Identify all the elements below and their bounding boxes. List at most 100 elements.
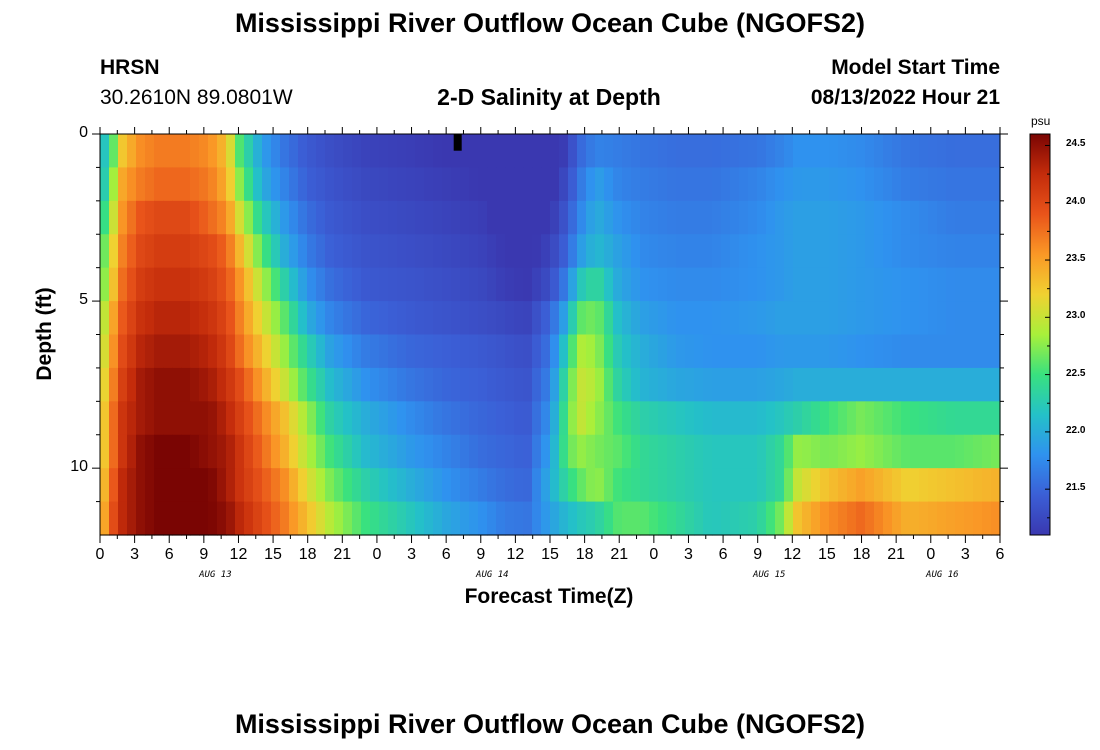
heatmap-cell <box>766 367 776 402</box>
heatmap-cell <box>838 301 848 336</box>
heatmap-cell <box>919 267 929 302</box>
heatmap-cell <box>658 401 668 436</box>
heatmap-cell <box>892 468 902 503</box>
heatmap-cell <box>820 334 830 369</box>
heatmap-cell <box>577 134 587 169</box>
heatmap-cell <box>658 167 668 202</box>
heatmap-cell <box>469 401 479 436</box>
heatmap-cell <box>181 434 191 469</box>
heatmap-cell <box>505 468 515 503</box>
heatmap-cell <box>541 301 551 336</box>
heatmap-cell <box>775 301 785 336</box>
heatmap-cell <box>730 234 740 269</box>
heatmap-cell <box>190 167 200 202</box>
heatmap-cell <box>982 367 992 402</box>
heatmap-cell <box>667 301 677 336</box>
heatmap-cell <box>172 367 182 402</box>
heatmap-cell <box>280 367 290 402</box>
heatmap-cell <box>163 501 173 536</box>
x-tick-label: 9 <box>476 546 486 563</box>
model-start-label: Model Start Time <box>831 56 1000 79</box>
heatmap-cell <box>478 434 488 469</box>
heatmap-cell <box>325 234 335 269</box>
heatmap-cell <box>577 401 587 436</box>
date-label: AUG 14 <box>476 570 509 580</box>
heatmap-cell <box>856 167 866 202</box>
heatmap-cell <box>136 468 146 503</box>
heatmap-cell <box>442 401 452 436</box>
heatmap-cell <box>523 334 533 369</box>
heatmap-cell <box>118 501 128 536</box>
heatmap-cell <box>478 501 488 536</box>
heatmap-cell <box>883 367 893 402</box>
heatmap-cell <box>586 267 596 302</box>
heatmap-cell <box>550 434 560 469</box>
heatmap-cell <box>262 234 272 269</box>
heatmap-cell <box>919 401 929 436</box>
heatmap-cell <box>163 401 173 436</box>
heatmap-cell <box>559 267 569 302</box>
heatmap-cell <box>649 267 659 302</box>
heatmap-cell <box>784 267 794 302</box>
heatmap-cell <box>442 434 452 469</box>
colorbar-tick-label: 23.0 <box>1066 310 1086 322</box>
heatmap-cell <box>487 200 497 235</box>
heatmap-cell <box>208 468 218 503</box>
heatmap-cell <box>910 434 920 469</box>
heatmap-cell <box>946 167 956 202</box>
heatmap-cell <box>820 367 830 402</box>
heatmap-cell <box>757 267 767 302</box>
heatmap-cell <box>208 434 218 469</box>
heatmap-cell <box>298 134 308 169</box>
heatmap-cell <box>478 367 488 402</box>
heatmap-cell <box>784 468 794 503</box>
heatmap-cell <box>406 367 416 402</box>
heatmap-cell <box>721 434 731 469</box>
heatmap-cell <box>667 501 677 536</box>
heatmap-cell <box>766 301 776 336</box>
heatmap-cell <box>964 301 974 336</box>
heatmap-cell <box>370 301 380 336</box>
heatmap-cell <box>820 200 830 235</box>
heatmap-cell <box>892 501 902 536</box>
heatmap-cell <box>199 468 209 503</box>
heatmap-cell <box>964 234 974 269</box>
heatmap-cell <box>847 301 857 336</box>
heatmap-cell <box>109 367 119 402</box>
heatmap-cell <box>100 200 110 235</box>
heatmap-cell <box>964 267 974 302</box>
heatmap-cell <box>181 200 191 235</box>
heatmap-cell <box>289 334 299 369</box>
heatmap-cell <box>271 200 281 235</box>
heatmap-cell <box>613 367 623 402</box>
heatmap-cell <box>775 401 785 436</box>
heatmap-cell <box>118 334 128 369</box>
heatmap-cell <box>154 468 164 503</box>
heatmap-cell <box>883 401 893 436</box>
heatmap-cell <box>469 334 479 369</box>
heatmap-cell <box>586 334 596 369</box>
heatmap-cell <box>595 334 605 369</box>
heatmap-cell <box>793 267 803 302</box>
heatmap-cell <box>775 334 785 369</box>
heatmap-cell <box>217 501 227 536</box>
heatmap-cell <box>505 334 515 369</box>
heatmap-cell <box>973 134 983 169</box>
heatmap-cell <box>577 468 587 503</box>
heatmap-cell <box>397 401 407 436</box>
heatmap-cell <box>181 367 191 402</box>
heatmap-cell <box>820 501 830 536</box>
heatmap-cell <box>973 301 983 336</box>
heatmap-cell <box>145 434 155 469</box>
heatmap-cell <box>559 200 569 235</box>
heatmap-cell <box>397 468 407 503</box>
heatmap-cell <box>982 301 992 336</box>
heatmap-cell <box>811 401 821 436</box>
heatmap-cell <box>559 434 569 469</box>
heatmap-cell <box>910 234 920 269</box>
heatmap-cell <box>226 200 236 235</box>
heatmap-cell <box>154 167 164 202</box>
y-tick-label: 0 <box>79 124 88 141</box>
heatmap-cell <box>523 200 533 235</box>
x-tick-label: 12 <box>783 546 802 563</box>
